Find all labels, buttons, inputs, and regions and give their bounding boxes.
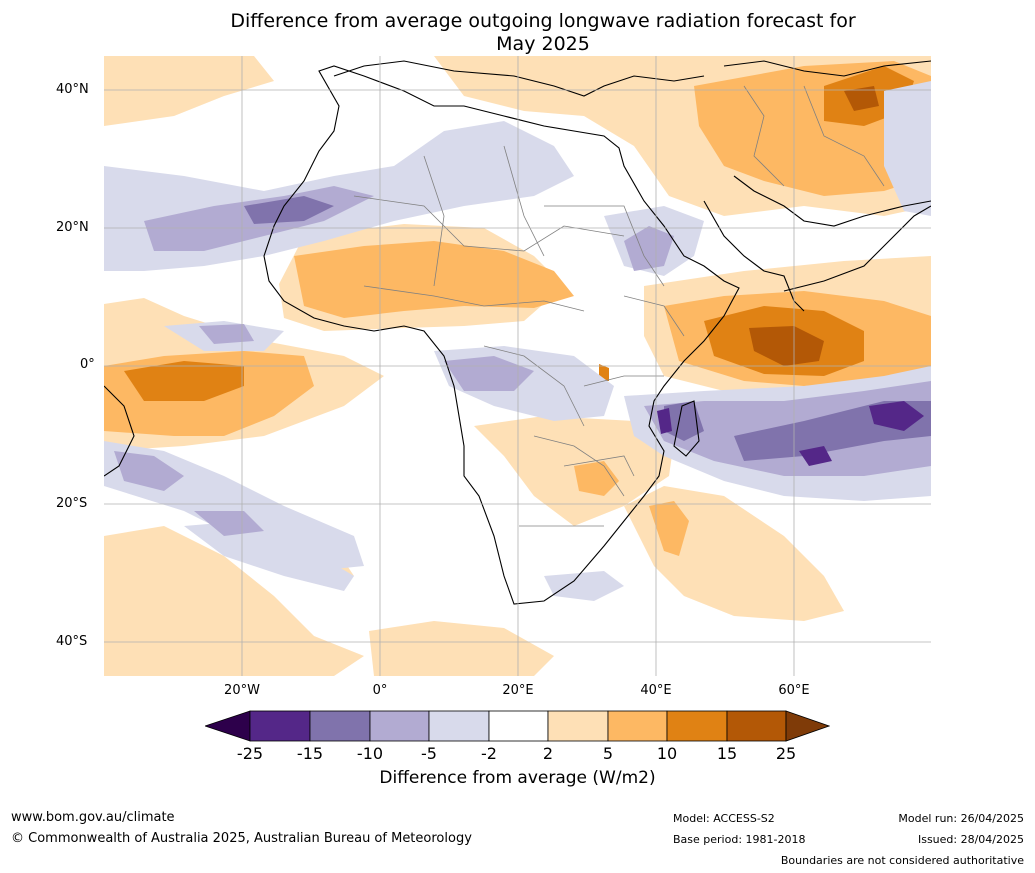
lon-label-20w: 20°W (224, 683, 260, 698)
colorbar-segment-9 (726, 710, 787, 742)
title-line-1: Difference from average outgoing longwav… (230, 10, 856, 32)
lat-label-20n: 20°N (56, 220, 89, 235)
footer-model-run: Model run: 26/04/2025 (898, 812, 1024, 825)
colorbar-tick: 15 (716, 744, 738, 763)
colorbar-tick: -10 (356, 744, 384, 763)
title-line-2: May 2025 (496, 33, 590, 55)
colorbar-segment-0 (205, 710, 251, 742)
lat-label-40n: 40°N (56, 82, 89, 97)
footer-base-period: Base period: 1981-2018 (673, 833, 806, 846)
colorbar-tick: 25 (775, 744, 797, 763)
footer-url: www.bom.gov.au/climate (11, 810, 175, 825)
colorbar-segment-10 (785, 710, 830, 742)
colorbar-segment-3 (369, 710, 430, 742)
colorbar-tick: -2 (481, 744, 497, 763)
anomaly-medium-orange (104, 61, 931, 556)
footer-copyright: © Commonwealth of Australia 2025, Austra… (11, 831, 472, 846)
chart-title: Difference from average outgoing longwav… (0, 10, 1035, 56)
colorbar-tick: -5 (421, 744, 437, 763)
colorbar-segment-1 (249, 710, 311, 742)
map-panel (104, 56, 931, 676)
lon-label-20e: 20°E (502, 683, 534, 698)
colorbar-segment-7 (607, 710, 668, 742)
olr-map (104, 56, 931, 676)
anomaly-darkest-purple (657, 401, 924, 466)
lat-label-20s: 20°S (56, 496, 88, 511)
anomaly-deep-orange (749, 86, 879, 366)
lon-label-0: 0° (372, 683, 388, 698)
footer-disclaimer: Boundaries are not considered authoritat… (780, 854, 1024, 867)
colorbar-tick: -15 (296, 744, 324, 763)
colorbar-tick: 10 (656, 744, 678, 763)
footer-issued: Issued: 28/04/2025 (917, 833, 1024, 846)
colorbar-segment-2 (309, 710, 371, 742)
colorbar-segment-5 (488, 710, 549, 742)
colorbar-segment-8 (666, 710, 728, 742)
colorbar-tick: -25 (236, 744, 264, 763)
coastlines (104, 60, 931, 605)
colorbar-segment-6 (547, 710, 609, 742)
lat-label-40s: 40°S (56, 634, 88, 649)
lat-label-equator: 0° (80, 357, 95, 372)
lon-label-60e: 60°E (778, 683, 810, 698)
colorbar-tick: 2 (542, 744, 554, 763)
colorbar-label: Difference from average (W/m2) (379, 768, 656, 788)
lon-label-40e: 40°E (640, 683, 672, 698)
colorbar-segment-4 (428, 710, 490, 742)
colorbar-tick: 5 (602, 744, 614, 763)
colorbar (205, 710, 830, 742)
footer-model: Model: ACCESS-S2 (673, 812, 775, 825)
graticule (104, 56, 931, 676)
